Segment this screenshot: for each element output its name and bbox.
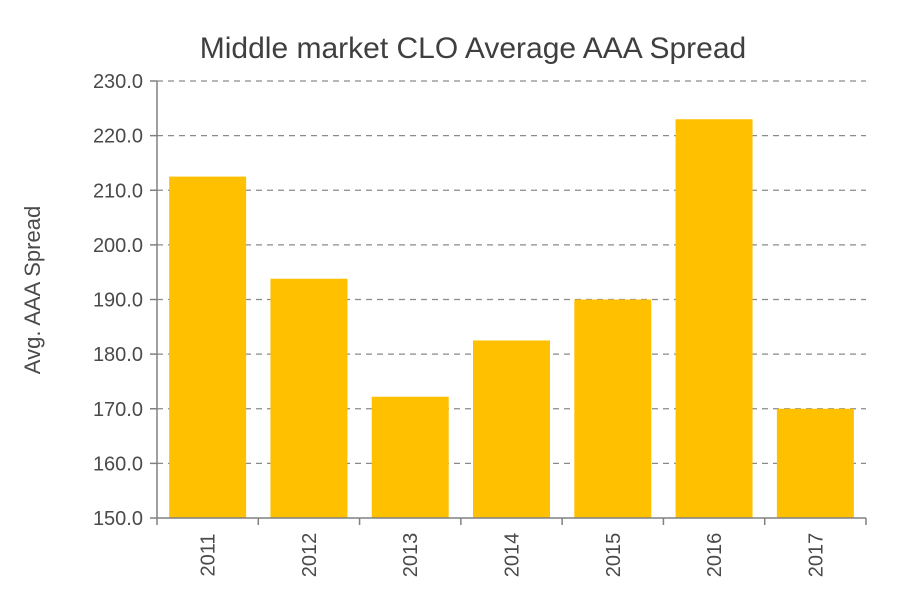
- x-tick-label-2015: 2015: [603, 533, 625, 578]
- bar-2014: [473, 340, 550, 518]
- bar-2017: [776, 408, 854, 518]
- y-tick-label: 230.0: [93, 71, 143, 93]
- x-tick-label-2011: 2011: [198, 533, 220, 576]
- x-tick-label-2017: 2017: [805, 533, 827, 578]
- bars-layer: [169, 119, 854, 519]
- x-tick-label-2013: 2013: [400, 533, 422, 578]
- bar-2016: [675, 119, 753, 519]
- y-tick-label: 180.0: [93, 344, 143, 366]
- axes-layer: [150, 80, 867, 525]
- y-tick-label: 170.0: [93, 399, 143, 421]
- bar-2015: [574, 299, 652, 518]
- y-tick-label: 160.0: [93, 453, 143, 475]
- chart-title: Middle market CLO Average AAA Spread: [200, 32, 746, 65]
- bar-2011: [169, 176, 247, 518]
- y-tick-label: 200.0: [93, 235, 143, 257]
- bar-2012: [270, 278, 348, 518]
- x-tick-label-2012: 2012: [299, 533, 321, 578]
- y-axis-label: Avg. AAA Spread: [20, 206, 45, 374]
- y-tick-label: 210.0: [93, 180, 143, 202]
- bar-2013: [371, 396, 449, 518]
- labels-layer: 150.0 160.0 170.0 180.0 190.0 200.0 210.0 220.0…: [93, 71, 827, 577]
- x-tick-label-2014: 2014: [502, 533, 524, 578]
- y-tick-label: 150.0: [93, 508, 143, 530]
- y-tick-label: 220.0: [93, 126, 143, 148]
- y-tick-label: 190.0: [93, 290, 143, 312]
- x-tick-label-2016: 2016: [704, 533, 726, 578]
